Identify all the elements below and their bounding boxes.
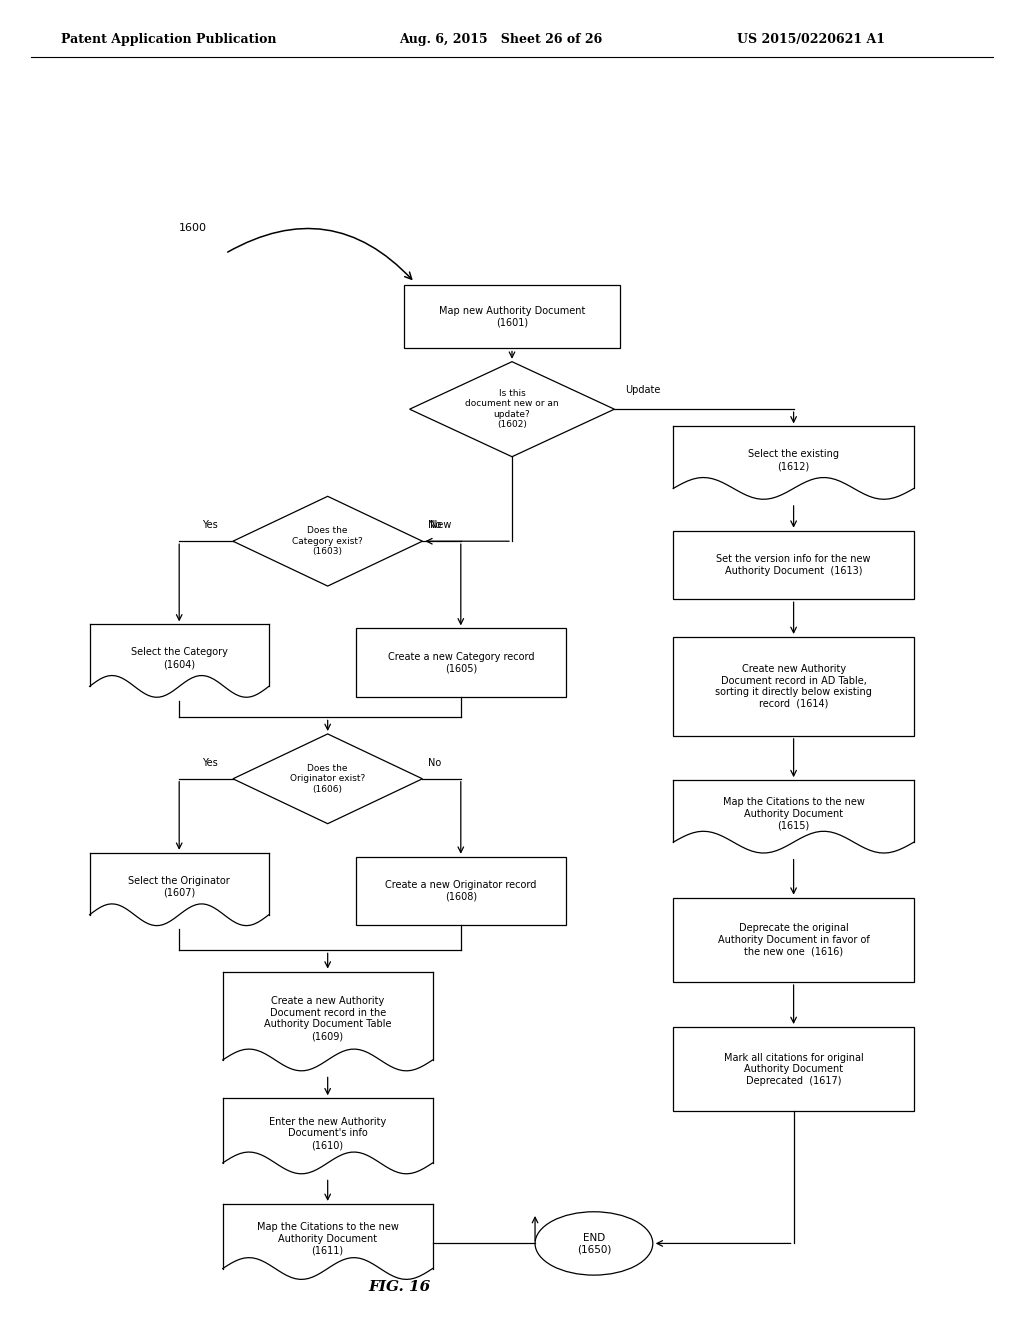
FancyBboxPatch shape (674, 638, 913, 737)
FancyBboxPatch shape (356, 628, 565, 697)
FancyArrowPatch shape (227, 228, 412, 280)
Text: Does the
Originator exist?
(1606): Does the Originator exist? (1606) (290, 764, 366, 793)
Ellipse shape (535, 1212, 653, 1275)
Text: Select the existing
(1612): Select the existing (1612) (749, 450, 839, 471)
Polygon shape (674, 426, 913, 488)
Text: Aug. 6, 2015   Sheet 26 of 26: Aug. 6, 2015 Sheet 26 of 26 (399, 33, 602, 46)
Polygon shape (410, 362, 614, 457)
Text: FIG. 16: FIG. 16 (369, 1280, 430, 1294)
Text: Create a new Originator record
(1608): Create a new Originator record (1608) (385, 880, 537, 902)
Text: Select the Category
(1604): Select the Category (1604) (131, 648, 227, 669)
Text: Map the Citations to the new
Authority Document
(1615): Map the Citations to the new Authority D… (723, 797, 864, 830)
FancyBboxPatch shape (674, 1027, 913, 1111)
Text: Create a new Category record
(1605): Create a new Category record (1605) (387, 652, 535, 673)
Text: Set the version info for the new
Authority Document  (1613): Set the version info for the new Authori… (717, 554, 870, 576)
Text: Create new Authority
Document record in AD Table,
sorting it directly below exis: Create new Authority Document record in … (715, 664, 872, 709)
Text: Is this
document new or an
update?
(1602): Is this document new or an update? (1602… (465, 389, 559, 429)
Text: Create a new Authority
Document record in the
Authority Document Table
(1609): Create a new Authority Document record i… (264, 997, 391, 1041)
Text: Does the
Category exist?
(1603): Does the Category exist? (1603) (292, 527, 364, 556)
Text: Mark all citations for original
Authority Document
Deprecated  (1617): Mark all citations for original Authorit… (724, 1052, 863, 1086)
Polygon shape (233, 496, 422, 586)
Polygon shape (223, 1098, 432, 1163)
FancyBboxPatch shape (404, 285, 620, 348)
Text: Map the Citations to the new
Authority Document
(1611): Map the Citations to the new Authority D… (257, 1222, 398, 1255)
Polygon shape (223, 972, 432, 1060)
Text: New: New (430, 520, 452, 531)
Text: No: No (428, 758, 440, 768)
Text: Update: Update (625, 385, 660, 396)
Text: Deprecate the original
Authority Document in favor of
the new one  (1616): Deprecate the original Authority Documen… (718, 923, 869, 957)
Text: Yes: Yes (203, 520, 218, 531)
Text: Patent Application Publication: Patent Application Publication (61, 33, 276, 46)
Text: Yes: Yes (203, 758, 218, 768)
Text: 1600: 1600 (179, 223, 207, 234)
Text: Enter the new Authority
Document's info
(1610): Enter the new Authority Document's info … (269, 1117, 386, 1150)
FancyBboxPatch shape (674, 898, 913, 982)
Text: Select the Originator
(1607): Select the Originator (1607) (128, 876, 230, 898)
FancyBboxPatch shape (674, 531, 913, 599)
Polygon shape (90, 624, 268, 686)
Polygon shape (233, 734, 422, 824)
Text: US 2015/0220621 A1: US 2015/0220621 A1 (737, 33, 886, 46)
Text: No: No (428, 520, 440, 531)
Polygon shape (674, 780, 913, 842)
Polygon shape (223, 1204, 432, 1269)
FancyBboxPatch shape (356, 857, 565, 925)
Polygon shape (90, 853, 268, 915)
Text: END
(1650): END (1650) (577, 1233, 611, 1254)
Text: Map new Authority Document
(1601): Map new Authority Document (1601) (439, 306, 585, 327)
